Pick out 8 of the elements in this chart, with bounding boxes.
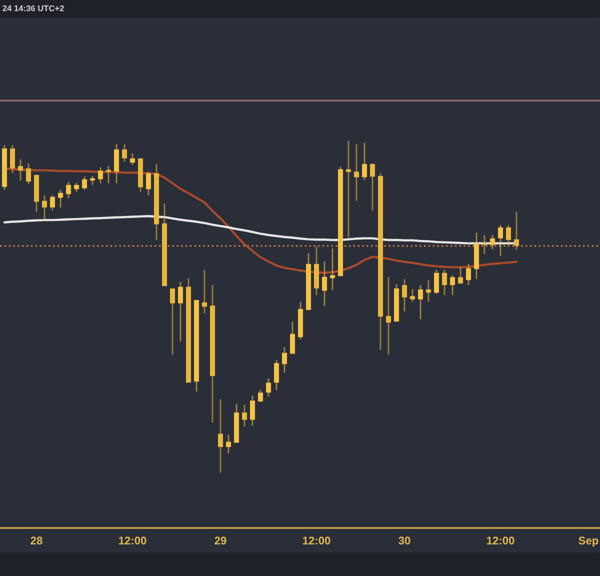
x-tick-label: 29 xyxy=(214,536,226,544)
x-tick-label: 12:00 xyxy=(486,536,514,544)
x-tick-label: 30 xyxy=(398,536,410,545)
x-tick-label: 12:00 xyxy=(302,536,330,544)
text: 24 14:36 UTC+2 xyxy=(2,5,64,12)
x-tick-label: 28 xyxy=(30,536,42,544)
x-tick-label: 12:00 xyxy=(118,536,146,544)
x-tick-label: Sep xyxy=(578,536,598,547)
